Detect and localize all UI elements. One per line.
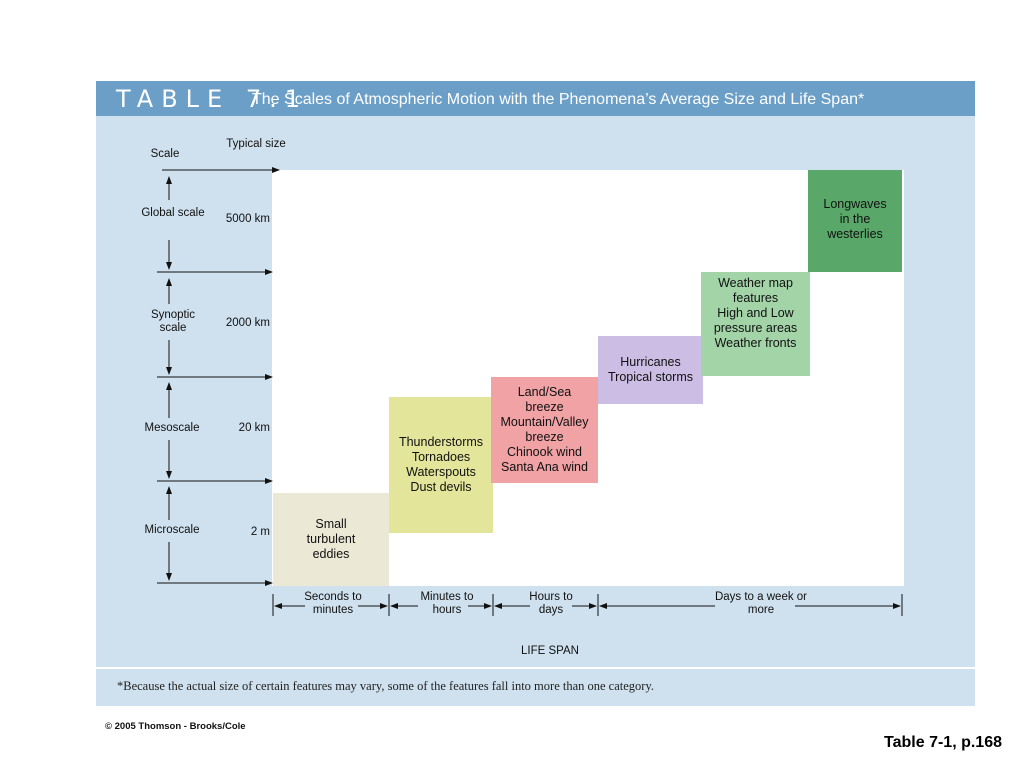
typical-size: 2 m xyxy=(250,526,270,538)
scale-name: Microscale xyxy=(132,524,212,537)
footnote: *Because the actual size of certain feat… xyxy=(117,679,655,693)
phenomenon-line: breeze xyxy=(525,400,564,414)
phenomenon-box-thunderstorms: Thunderstorms Tornadoes Waterspouts Dust… xyxy=(389,397,493,533)
phenomenon-line: Chinook wind xyxy=(506,445,583,459)
phenomenon-line: Dust devils xyxy=(410,480,472,494)
phenomenon-line: Land/Sea xyxy=(517,385,572,399)
phenomenon-line: Thunderstorms xyxy=(398,435,484,449)
title-bar: TABLE 7.1 The Scales of Atmospheric Moti… xyxy=(96,81,975,116)
phenomenon-box-longwaves: Longwaves in the westerlies xyxy=(808,170,902,272)
phenomenon-line: Tropical storms xyxy=(608,370,693,384)
scale-name: Mesoscale xyxy=(132,422,212,435)
page-reference: Table 7-1, p.168 xyxy=(884,734,1002,751)
phenomenon-box-hurricanes: Hurricanes Tropical storms xyxy=(598,336,703,404)
copyright: © 2005 Thomson - Brooks/Cole xyxy=(105,721,246,732)
lifespan-axis-title: LIFE SPAN xyxy=(521,645,579,657)
phenomenon-box-small-turbulent-eddies: Small turbulent eddies xyxy=(273,493,389,586)
typical-size-heading: Typical size xyxy=(226,138,286,150)
lifespan-label: Hours to days xyxy=(529,591,573,616)
scale-name: Synoptic scale xyxy=(139,309,207,335)
typical-size: 2000 km xyxy=(225,317,270,329)
phenomenon-line: Mountain/Valley xyxy=(500,415,589,429)
phenomenon-line: Weather map xyxy=(718,276,793,290)
phenomenon-line: Tornadoes xyxy=(411,450,471,464)
phenomenon-box-local-winds: Land/Sea breeze Mountain/Valley breeze C… xyxy=(491,377,598,483)
phenomenon-line: Hurricanes xyxy=(620,355,681,369)
phenomenon-line: turbulent xyxy=(306,532,356,546)
lifespan-label: Seconds to minutes xyxy=(304,591,362,616)
phenomenon-line: westerlies xyxy=(827,227,883,241)
phenomenon-line: features xyxy=(732,291,779,305)
phenomenon-line: Longwaves xyxy=(823,197,887,211)
phenomenon-line: in the xyxy=(839,212,871,226)
phenomenon-line: breeze xyxy=(525,430,564,444)
phenomenon-line: Weather fronts xyxy=(714,336,797,350)
phenomenon-line: eddies xyxy=(312,547,350,561)
table-number: TABLE 7.1 xyxy=(116,85,309,113)
phenomenon-line: Small xyxy=(315,517,347,531)
lifespan-label: Days to a week or more xyxy=(714,591,808,616)
phenomenon-box-weather-map-features: Weather map features High and Low pressu… xyxy=(701,272,810,376)
typical-size: 5000 km xyxy=(225,213,270,225)
phenomenon-line: Waterspouts xyxy=(406,465,476,479)
scale-name: Global scale xyxy=(139,207,207,220)
scale-heading: Scale xyxy=(150,148,180,160)
phenomenon-line: pressure areas xyxy=(713,321,798,335)
footnote-divider xyxy=(96,667,975,669)
typical-size: 20 km xyxy=(238,422,270,434)
phenomenon-line: High and Low xyxy=(717,306,794,320)
phenomenon-line: Santa Ana wind xyxy=(501,460,588,474)
table-title: The Scales of Atmospheric Motion with th… xyxy=(252,91,865,108)
lifespan-label: Minutes to hours xyxy=(420,591,474,616)
